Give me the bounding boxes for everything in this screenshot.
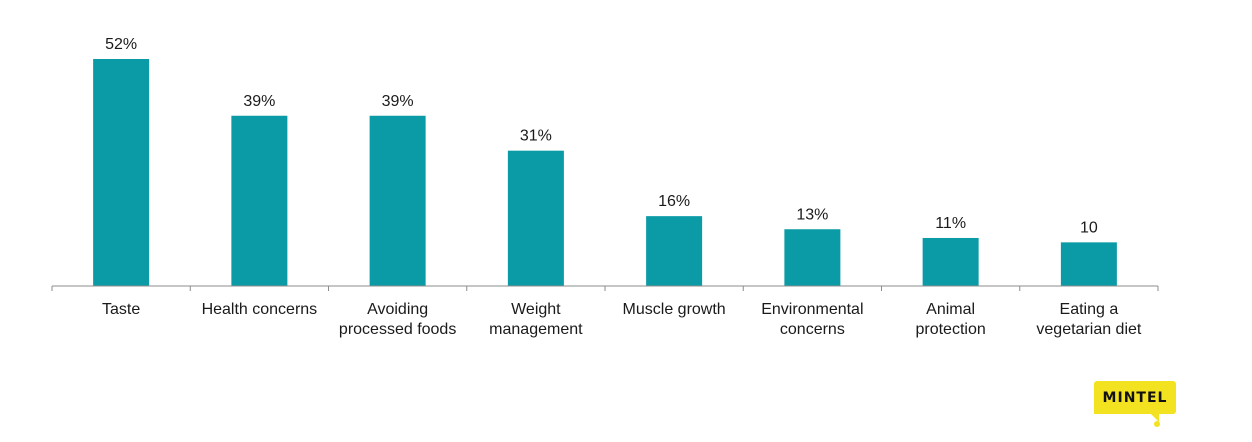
category-label-3: Avoiding processed foods: [339, 301, 456, 338]
category-label-line: Animal: [926, 301, 975, 318]
value-labels-group: 52% 39% 39% 31% 16% 13% 11% 10: [105, 36, 1098, 236]
mintel-logo-text: MINTEL: [1102, 389, 1168, 406]
x-axis-ticks: [51, 286, 1159, 291]
bar-4: [507, 150, 564, 286]
category-labels-group: Taste Health concerns Avoiding processed fo…: [102, 301, 1142, 338]
category-label-line: vegetarian diet: [1036, 321, 1142, 338]
value-label-6: 13%: [796, 206, 828, 223]
category-label-line: protection: [915, 321, 985, 338]
category-label-line: Weight: [511, 301, 561, 318]
bar-5: [646, 216, 703, 286]
value-label-3: 39%: [382, 93, 414, 110]
category-label-line: Eating a: [1060, 301, 1119, 318]
mintel-logo-tail: [1149, 412, 1159, 422]
category-label-line: Health concerns: [202, 301, 318, 318]
bars-group: [93, 59, 1117, 286]
category-label-4: Weight management: [489, 301, 583, 338]
bar-1: [93, 59, 150, 286]
value-label-1: 52%: [105, 36, 137, 53]
bar-2: [231, 115, 288, 286]
value-label-7: 11%: [935, 215, 966, 232]
category-label-line: Avoiding: [367, 301, 428, 318]
value-label-5: 16%: [658, 193, 690, 210]
value-label-4: 31%: [520, 128, 552, 145]
category-label-line: Taste: [102, 301, 140, 318]
category-label-line: processed foods: [339, 321, 456, 338]
bar-7: [922, 237, 979, 286]
category-label-1: Taste: [102, 301, 140, 318]
mintel-logo: MINTEL: [1094, 381, 1176, 414]
category-label-line: concerns: [780, 321, 845, 338]
bar-8: [1060, 242, 1117, 286]
mintel-logo-dot: [1154, 421, 1160, 427]
category-label-6: Environmental concerns: [761, 301, 863, 338]
bar-6: [784, 229, 841, 286]
category-label-line: Environmental: [761, 301, 863, 318]
category-label-line: Muscle growth: [623, 301, 726, 318]
value-label-2: 39%: [243, 93, 275, 110]
category-label-5: Muscle growth: [623, 301, 726, 318]
value-label-8: 10: [1080, 219, 1098, 236]
category-label-line: management: [489, 321, 583, 338]
bar-3: [369, 115, 426, 286]
category-label-8: Eating a vegetarian diet: [1036, 301, 1142, 338]
category-label-2: Health concerns: [202, 301, 318, 318]
category-label-7: Animal protection: [915, 301, 985, 338]
